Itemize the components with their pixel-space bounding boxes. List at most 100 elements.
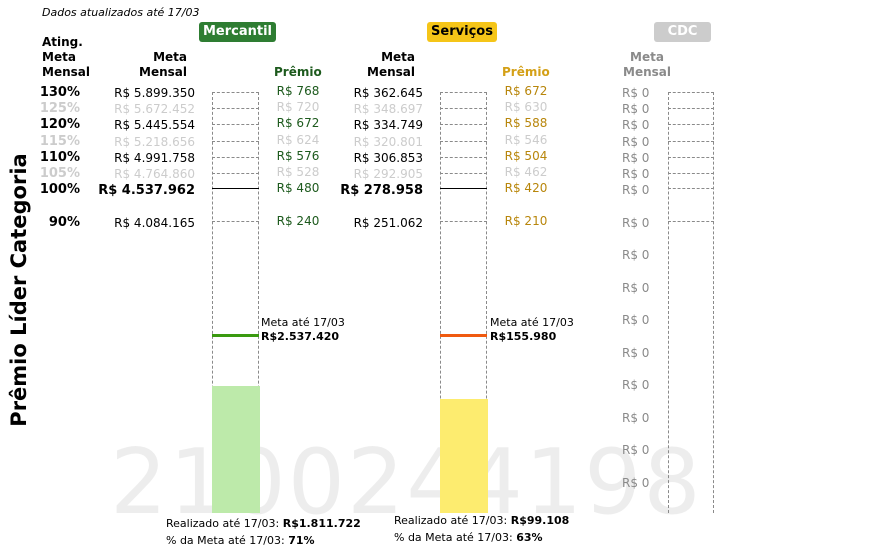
- servicos-100-line: [440, 188, 487, 189]
- badge-servicos: Serviços: [427, 22, 497, 42]
- tier-percent: 120%: [39, 117, 80, 132]
- cdc-value: R$ 0: [622, 86, 650, 100]
- mercantil-box-right: [258, 92, 259, 513]
- servicos-meta-value: R$ 292.905: [353, 167, 423, 181]
- mercantil-meta-ate-value: R$2.537.420: [261, 330, 340, 343]
- cdc-tier-line: [668, 92, 714, 93]
- mercantil-box-left: [212, 92, 213, 513]
- cdc-value: R$ 0: [622, 346, 650, 360]
- tier-percent: 100%: [39, 182, 80, 197]
- servicos-premio-value: R$ 630: [504, 100, 548, 114]
- tier-percent: 110%: [39, 150, 80, 165]
- mercantil-meta-value: R$ 4.537.962: [98, 183, 195, 198]
- cdc-tier-line: [668, 141, 714, 142]
- ating-header: Ating. Meta Mensal: [42, 35, 90, 80]
- cdc-value: R$ 0: [622, 167, 650, 181]
- mercantil-premio-value: R$ 720: [276, 100, 320, 114]
- meta-header-line2: Mensal: [623, 65, 671, 79]
- mercantil-meta-line: [212, 334, 259, 337]
- mercantil-premio-value: R$ 624: [276, 133, 320, 147]
- cdc-tier-line: [668, 108, 714, 109]
- mercantil-premio-value: R$ 480: [276, 181, 320, 195]
- servicos-meta-ate-value: R$155.980: [490, 330, 557, 343]
- cdc-value: R$ 0: [622, 248, 650, 262]
- mercantil-pct: % da Meta até 17/03: 71%: [166, 534, 315, 547]
- mercantil-100-line: [212, 188, 259, 189]
- servicos-tier-line: [440, 92, 487, 93]
- servicos-tier-line: [440, 141, 487, 142]
- meta-header-line1: Meta: [153, 50, 187, 64]
- mercantil-realizado: Realizado até 17/03: R$1.811.722: [166, 517, 361, 530]
- meta-header-line2: Mensal: [367, 65, 415, 79]
- ating-header-line2: Meta: [42, 50, 76, 64]
- servicos-meta-header: Meta Mensal: [367, 50, 415, 80]
- servicos-meta-value: R$ 348.697: [353, 102, 423, 116]
- mercantil-pct-label: % da Meta até 17/03:: [166, 534, 285, 547]
- servicos-box-left: [440, 92, 441, 513]
- servicos-meta-value: R$ 278.958: [340, 183, 423, 198]
- mercantil-premio-value: R$ 240: [276, 214, 320, 228]
- tier-percent: 105%: [39, 166, 80, 181]
- servicos-meta-value: R$ 334.749: [353, 118, 423, 132]
- servicos-premio-value: R$ 462: [504, 165, 548, 179]
- cdc-box-right: [713, 92, 714, 513]
- mercantil-meta-value: R$ 5.672.452: [114, 102, 195, 116]
- mercantil-tier-line: [212, 92, 259, 93]
- mercantil-premio-value: R$ 672: [276, 116, 320, 130]
- mercantil-tier-line: [212, 173, 259, 174]
- cdc-tier-line: [668, 157, 714, 158]
- mercantil-realizado-fill: [212, 386, 260, 513]
- mercantil-meta-value: R$ 5.445.554: [114, 118, 195, 132]
- mercantil-premio-header: Prêmio: [274, 65, 322, 79]
- cdc-value: R$ 0: [622, 378, 650, 392]
- servicos-tier-line: [440, 157, 487, 158]
- side-title: Prêmio Líder Categoria: [7, 153, 31, 427]
- mercantil-meta-value: R$ 5.899.350: [114, 86, 195, 100]
- cdc-tier-line: [668, 188, 714, 189]
- mercantil-premio-value: R$ 528: [276, 165, 320, 179]
- badge-mercantil: Mercantil: [199, 22, 276, 42]
- ating-header-line3: Mensal: [42, 65, 90, 79]
- servicos-tier-line: [440, 221, 487, 222]
- servicos-pct-label: % da Meta até 17/03:: [394, 531, 513, 544]
- mercantil-pct-value: 71%: [288, 534, 315, 547]
- servicos-realizado-label: Realizado até 17/03:: [394, 514, 508, 527]
- cdc-value: R$ 0: [622, 313, 650, 327]
- cdc-tier-line: [668, 173, 714, 174]
- tier-percent: 90%: [48, 215, 80, 230]
- servicos-realizado-fill: [440, 399, 488, 513]
- mercantil-meta-value: R$ 4.764.860: [114, 167, 195, 181]
- servicos-tier-line: [440, 124, 487, 125]
- mercantil-meta-header: Meta Mensal: [139, 50, 187, 80]
- servicos-premio-value: R$ 672: [504, 84, 548, 98]
- servicos-tier-line: [440, 173, 487, 174]
- cdc-value: R$ 0: [622, 183, 650, 197]
- updated-note: Dados atualizados até 17/03: [42, 6, 200, 19]
- mercantil-realizado-value: R$1.811.722: [282, 517, 361, 530]
- mercantil-tier-line: [212, 108, 259, 109]
- servicos-pct: % da Meta até 17/03: 63%: [394, 531, 543, 544]
- servicos-pct-value: 63%: [516, 531, 543, 544]
- mercantil-meta-value: R$ 5.218.656: [114, 135, 195, 149]
- servicos-realizado-value: R$99.108: [510, 514, 570, 527]
- cdc-meta-header: Meta Mensal: [620, 50, 674, 80]
- meta-header-line1: Meta: [630, 50, 664, 64]
- servicos-premio-value: R$ 504: [504, 149, 548, 163]
- servicos-meta-value: R$ 251.062: [353, 216, 423, 230]
- servicos-realizado: Realizado até 17/03: R$99.108: [394, 514, 569, 527]
- cdc-value: R$ 0: [622, 118, 650, 132]
- mercantil-tier-line: [212, 141, 259, 142]
- servicos-meta-ate-label: Meta até 17/03: [490, 316, 574, 329]
- tier-percent: 125%: [39, 101, 80, 116]
- mercantil-meta-value: R$ 4.084.165: [114, 216, 195, 230]
- cdc-value: R$ 0: [622, 443, 650, 457]
- servicos-premio-value: R$ 588: [504, 116, 548, 130]
- servicos-meta-line: [440, 334, 487, 337]
- cdc-value: R$ 0: [622, 476, 650, 490]
- tier-percent: 115%: [39, 134, 80, 149]
- badge-cdc: CDC: [654, 22, 711, 42]
- ating-header-line1: Ating.: [42, 35, 83, 49]
- mercantil-tier-line: [212, 124, 259, 125]
- servicos-meta-value: R$ 306.853: [353, 151, 423, 165]
- meta-header-line2: Mensal: [139, 65, 187, 79]
